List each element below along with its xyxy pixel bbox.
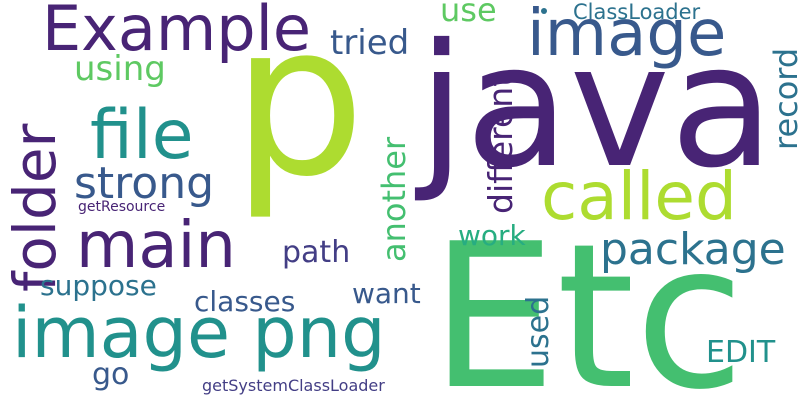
word-package: package <box>600 224 786 275</box>
word-file: file <box>90 96 194 175</box>
word-work: work <box>458 219 526 252</box>
word-image: image <box>527 0 727 71</box>
word-main: main <box>76 209 236 283</box>
word-go: go <box>92 357 130 392</box>
word-etc: Etc <box>430 201 745 400</box>
word-classloader: ClassLoader <box>573 0 701 24</box>
word-getsystemclassloader: getSystemClassLoader <box>202 376 385 395</box>
word-record: record <box>767 47 800 150</box>
word-edit: EDIT <box>706 335 776 370</box>
word-path: path <box>282 235 351 270</box>
word-suppose: suppose <box>40 269 157 302</box>
word-example: Example <box>42 0 311 65</box>
word-tried: tried <box>330 23 410 63</box>
word-using: using <box>74 49 166 89</box>
word-p: p <box>232 0 366 223</box>
word-image-png: image png <box>12 292 386 374</box>
word-use: use <box>440 0 497 29</box>
word-called: called <box>541 158 737 235</box>
word-different: different <box>481 73 520 214</box>
word-classes: classes <box>194 285 296 318</box>
word-another: another <box>375 136 413 262</box>
word-classloader-dot <box>541 8 547 14</box>
word-want: want <box>352 277 421 310</box>
word-used: used <box>521 295 556 368</box>
word-getresource: getResource <box>78 199 166 215</box>
word-folder: folder <box>1 123 69 292</box>
word-java: java <box>418 8 775 206</box>
word-strong: strong <box>74 158 215 209</box>
